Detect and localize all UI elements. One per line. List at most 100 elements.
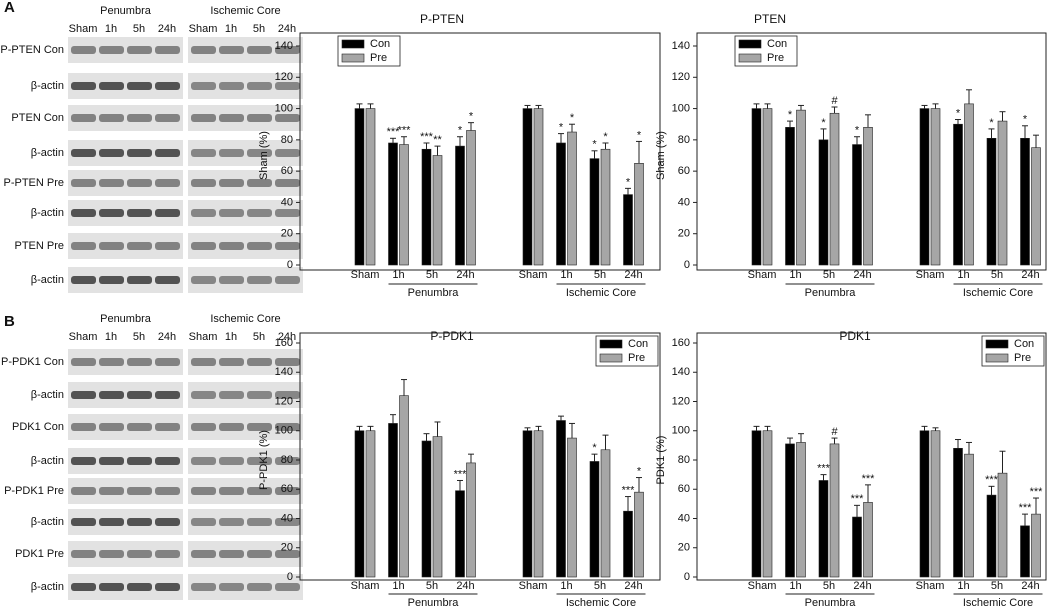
bar <box>785 443 795 578</box>
y-tick-label: 80 <box>678 454 690 466</box>
blot-group-label: Ischemic Core <box>210 5 280 17</box>
x-tick-label: Sham <box>748 580 777 592</box>
blot-band <box>275 358 300 366</box>
blot-row-label: PDK1 Pre <box>15 548 64 560</box>
x-tick-label: 24h <box>456 269 474 281</box>
blot-row-label: β-actin <box>31 455 64 467</box>
blot-band <box>191 209 216 217</box>
blot-band <box>99 179 124 187</box>
blot-band <box>99 550 124 558</box>
lane-label: 24h <box>278 331 296 343</box>
bar <box>455 490 465 578</box>
blot-band <box>247 550 272 558</box>
error-bar <box>524 427 531 431</box>
blot-band <box>127 358 152 366</box>
blot-row-label: P-PTEN Con <box>0 44 64 56</box>
y-tick-label: 80 <box>281 454 293 466</box>
blot-band <box>275 149 300 157</box>
y-tick-label: 140 <box>275 366 293 378</box>
error-bar <box>569 123 575 133</box>
x-tick-label: 24h <box>1021 269 1039 281</box>
blot-band <box>191 179 216 187</box>
blot-band <box>275 276 300 284</box>
x-tick-label: 5h <box>594 269 606 281</box>
bar <box>421 440 432 578</box>
blot-band <box>127 457 152 465</box>
blot-row-label: β-actin <box>31 207 64 219</box>
y-tick-label: 0 <box>684 259 690 271</box>
blot-band <box>247 242 272 250</box>
bar <box>1020 137 1030 266</box>
blot-band <box>99 276 124 284</box>
group-label: Penumbra <box>408 597 460 608</box>
y-tick-label: 100 <box>672 425 690 437</box>
blot-band <box>127 82 152 90</box>
bar <box>785 127 795 266</box>
blot-band <box>155 82 180 90</box>
significance-mark: * <box>788 109 793 121</box>
bar <box>399 395 409 578</box>
y-tick-label: 0 <box>684 571 690 583</box>
bar <box>964 103 974 266</box>
bar <box>365 108 376 266</box>
bar <box>388 142 398 266</box>
y-tick-label: 120 <box>672 395 690 407</box>
y-tick-label: 160 <box>672 337 690 349</box>
x-tick-label: 1h <box>789 269 801 281</box>
lane-label: 1h <box>105 23 117 35</box>
y-axis-label: P-PDK1 (%) <box>258 430 270 490</box>
legend-swatch <box>341 39 365 49</box>
error-bar <box>625 496 631 512</box>
blot-row-label: β-actin <box>31 80 64 92</box>
blot-band <box>191 82 216 90</box>
legend-label: Con <box>767 38 787 50</box>
blot-band <box>275 391 300 399</box>
blot-band <box>99 457 124 465</box>
bar <box>829 443 840 578</box>
blot-band <box>155 583 180 591</box>
bar <box>818 139 829 266</box>
significance-mark: *** <box>851 493 865 505</box>
significance-mark: *** <box>420 131 434 143</box>
blot-band <box>155 46 180 54</box>
blot-band <box>99 149 124 157</box>
error-bar <box>798 433 804 443</box>
x-tick-label: 1h <box>789 580 801 592</box>
error-bar <box>1022 513 1028 526</box>
significance-mark: * <box>603 131 608 143</box>
y-tick-label: 40 <box>678 196 690 208</box>
significance-mark: *** <box>862 473 876 485</box>
y-tick-label: 120 <box>672 71 690 83</box>
bar <box>432 155 443 266</box>
blot-band <box>247 149 272 157</box>
error-bar <box>423 142 430 150</box>
bar <box>997 472 1008 578</box>
blot-band <box>127 149 152 157</box>
chart-title: P-PDK1 <box>430 329 474 343</box>
significance-mark: *** <box>1030 486 1044 498</box>
significance-mark: *** <box>817 463 831 475</box>
blot-band <box>219 550 244 558</box>
error-bar <box>932 427 939 431</box>
bar <box>964 453 974 578</box>
blot-band <box>191 391 216 399</box>
y-tick-label: 20 <box>678 228 690 240</box>
bar <box>852 144 862 266</box>
error-bar <box>865 114 871 128</box>
lane-label: 1h <box>225 23 237 35</box>
blot-band <box>275 487 300 495</box>
blot-band <box>71 423 96 431</box>
blot-band <box>155 423 180 431</box>
x-tick-label: 5h <box>991 269 1003 281</box>
blot-band <box>247 518 272 526</box>
error-bar <box>468 122 474 131</box>
y-tick-label: 140 <box>672 40 690 52</box>
blot-band <box>99 114 124 122</box>
x-tick-label: 24h <box>853 580 871 592</box>
error-bar <box>865 484 871 503</box>
y-tick-label: 60 <box>678 483 690 495</box>
bar <box>1031 147 1041 266</box>
blot-band <box>275 209 300 217</box>
blot-band <box>71 457 96 465</box>
blot-band <box>275 46 300 54</box>
